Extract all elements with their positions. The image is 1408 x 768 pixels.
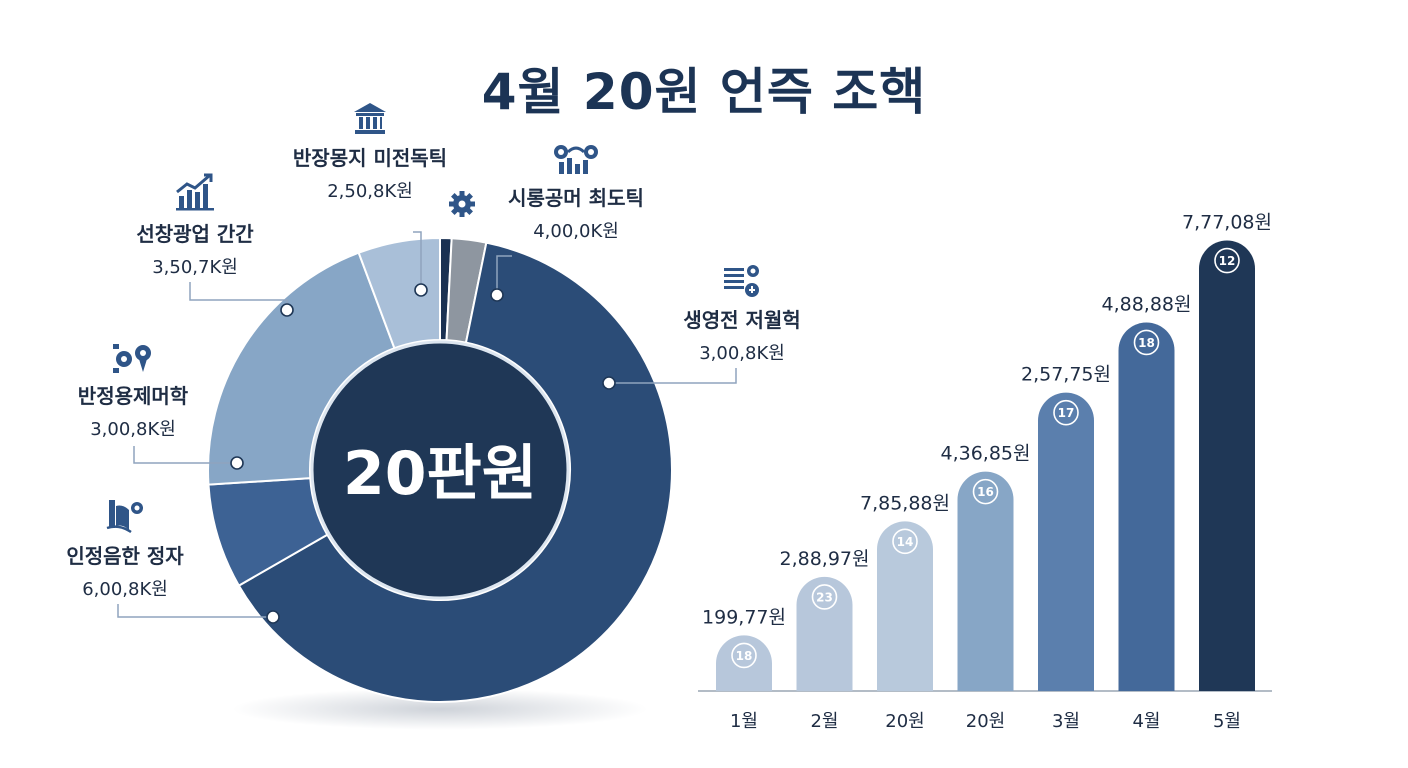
growth-chart-icon xyxy=(100,172,290,212)
bar-category-label: 20원 xyxy=(885,711,924,732)
bar xyxy=(796,576,853,691)
pie-label-value: 3,00,8K원 xyxy=(699,343,785,364)
leader-dot xyxy=(602,376,616,390)
bar-category-label: 2월 xyxy=(810,711,838,732)
pie-slice xyxy=(357,236,441,350)
bar xyxy=(1038,392,1094,691)
bar-badge-label: 18 xyxy=(736,649,753,663)
gear-icon xyxy=(449,191,475,217)
pie-label-name: 시롱공머 최도틱 xyxy=(508,186,644,210)
pie-label: 시롱공머 최도틱 4,00,0K원 xyxy=(486,142,666,243)
document-gear-icon xyxy=(662,262,822,298)
donut-center-label: 20판원 xyxy=(343,439,537,509)
bar-value-label: 7,85,88원 xyxy=(860,492,950,514)
leader-line xyxy=(496,255,512,295)
pie-label-value: 6,00,8K원 xyxy=(82,579,168,600)
bar xyxy=(957,471,1014,691)
bar-value-label: 7,77,08원 xyxy=(1182,212,1272,234)
bar xyxy=(1118,322,1175,691)
gear-pin-icon xyxy=(48,342,218,374)
pie-slice xyxy=(207,251,396,486)
bar-badge-label: 14 xyxy=(897,535,914,549)
leader-dot xyxy=(266,610,280,624)
leader-line xyxy=(133,446,237,464)
bar-badge-ring xyxy=(1214,247,1240,274)
leader-dot xyxy=(280,303,294,317)
leader-dot xyxy=(414,283,428,297)
bar-value-label: 4,36,85원 xyxy=(940,443,1030,465)
leader-line xyxy=(117,604,273,618)
bar-badge-label: 17 xyxy=(1058,406,1075,420)
bar-category-label: 4월 xyxy=(1132,711,1160,732)
pie-label-value: 4,00,0K원 xyxy=(533,221,619,242)
pie-label: 선창광업 간간 3,50,7K원 xyxy=(100,172,290,279)
pie-label-value: 3,50,7K원 xyxy=(152,257,238,278)
bar-value-label: 2,88,97원 xyxy=(779,548,869,570)
pie-label: 반장몽지 미전독틱 2,50,8K원 xyxy=(270,100,470,203)
bar-badge-ring xyxy=(1133,329,1160,356)
pie-label-name: 인정음한 정자 xyxy=(66,544,184,568)
bar-badge-ring xyxy=(731,642,757,669)
page-title: 4월 20원 언즉 조핵 xyxy=(481,63,927,121)
pie-label: 생영전 저월헉 3,00,8K원 xyxy=(662,262,822,365)
bar-badge-ring xyxy=(972,478,999,505)
bar-badge-label: 23 xyxy=(816,590,833,604)
bar-badge-ring xyxy=(811,584,838,610)
pie-label-name: 선창광업 간간 xyxy=(136,222,254,246)
pie-label-value: 2,50,8K원 xyxy=(327,181,413,202)
bank-icon xyxy=(270,100,470,136)
pie-label: 반정용제머학 3,00,8K원 xyxy=(48,342,218,441)
leader-dot xyxy=(490,288,504,302)
donut-center-circle xyxy=(310,340,570,600)
leader-line xyxy=(609,368,737,384)
pie-label-name: 생영전 저월헉 xyxy=(683,308,801,332)
bar-category-label: 20원 xyxy=(966,711,1005,732)
pie-label: 인정음한 정자 6,00,8K원 xyxy=(40,496,210,601)
settings-chain-icon xyxy=(486,142,666,176)
bar-category-label: 5월 xyxy=(1213,711,1241,732)
bar xyxy=(716,635,772,691)
bar-category-label: 3월 xyxy=(1052,711,1080,732)
pie-label-value: 3,00,8K원 xyxy=(90,419,176,440)
bar-category-label: 1월 xyxy=(730,711,758,732)
bar xyxy=(1199,240,1255,691)
book-gear-icon xyxy=(40,496,210,534)
bar-badge-label: 12 xyxy=(1219,254,1236,268)
pie-label-name: 반장몽지 미전독틱 xyxy=(292,146,448,170)
pie-slice xyxy=(237,241,673,703)
leader-line xyxy=(413,231,422,290)
bar-value-label: 4,88,88원 xyxy=(1101,293,1191,315)
pie-label-name: 반정용제머학 xyxy=(77,384,189,408)
leader-dot xyxy=(230,456,244,470)
bar-badge-label: 16 xyxy=(977,485,994,499)
bar-badge-ring xyxy=(892,528,918,555)
bar-badge-ring xyxy=(1053,399,1079,426)
bar-badge-label: 18 xyxy=(1138,336,1155,350)
bar xyxy=(877,521,933,691)
bar-value-label: 2,57,75원 xyxy=(1021,364,1111,386)
bar-value-label: 199,77원 xyxy=(702,606,786,628)
